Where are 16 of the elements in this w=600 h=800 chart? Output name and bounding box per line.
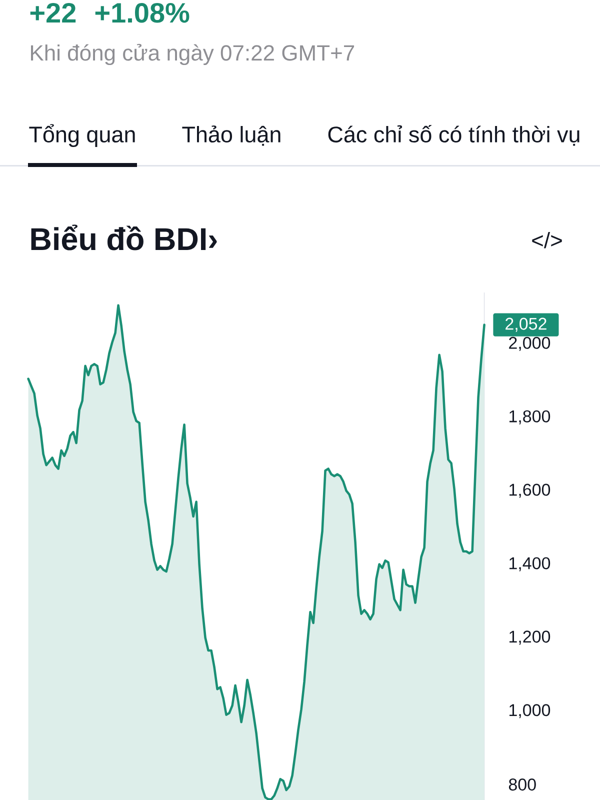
text: Khi đóng cửa ngày 07:22 GMT+7	[31, 44, 354, 66]
chart-title: Biểu đồ BDI›	[31, 224, 217, 250]
y-tick-label: 1,600	[509, 484, 550, 498]
text: Tổng quan	[29, 124, 135, 147]
y-tick-label: 2,000	[509, 336, 550, 351]
y-tick-label: 1,400	[509, 557, 550, 572]
text: +1.08%	[95, 2, 190, 23]
y-tick-label: 1,800	[509, 410, 550, 424]
text: Thảo luận	[182, 126, 280, 146]
text: 2,052	[506, 318, 546, 332]
y-tick-label: 800	[508, 778, 536, 791]
text: </>	[532, 232, 562, 248]
text: +22	[30, 2, 76, 22]
y-tick-label: 1,200	[509, 630, 550, 645]
y-tick-label: 1,000	[509, 704, 550, 718]
text: Các chỉ số có tính thời vụ	[328, 125, 580, 146]
